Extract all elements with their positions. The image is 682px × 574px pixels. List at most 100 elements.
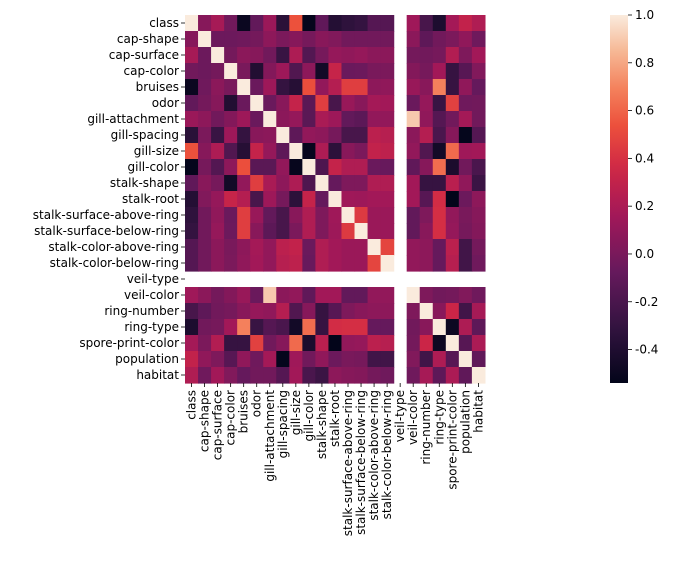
- heatmap-cell: [198, 351, 212, 368]
- heatmap-cell: [276, 367, 290, 384]
- heatmap-cell: [289, 191, 303, 208]
- heatmap-cell: [185, 63, 199, 80]
- heatmap-cell: [328, 239, 343, 256]
- heatmap-cell: [237, 335, 251, 352]
- heatmap-cell: [341, 287, 356, 304]
- x-tick-label: population: [458, 390, 472, 454]
- y-tick-label: spore-print-color: [79, 336, 179, 350]
- heatmap-cell: [354, 207, 369, 224]
- colorbar-tick-label: 0.2: [635, 199, 654, 213]
- heatmap-cell: [237, 303, 251, 320]
- heatmap-cell: [445, 335, 460, 352]
- heatmap-cell: [237, 223, 251, 240]
- heatmap-cell: [302, 255, 316, 272]
- heatmap-cell: [471, 191, 486, 208]
- heatmap-cell: [432, 79, 447, 96]
- heatmap-cell: [315, 175, 330, 192]
- y-tick-label: stalk-surface-above-ring: [33, 208, 179, 222]
- heatmap-cell: [445, 303, 460, 320]
- y-tick-label: veil-color: [124, 288, 179, 302]
- heatmap-cell: [276, 175, 290, 192]
- heatmap-cell: [315, 47, 330, 64]
- heatmap-cell: [211, 351, 225, 368]
- heatmap-cell: [341, 95, 356, 112]
- heatmap-cell: [276, 47, 290, 64]
- heatmap-cell: [211, 111, 225, 128]
- heatmap-cell: [406, 287, 421, 304]
- heatmap-cell: [380, 111, 395, 128]
- heatmap-cell: [250, 303, 264, 320]
- heatmap-cell: [250, 207, 264, 224]
- heatmap-cell: [367, 367, 382, 384]
- y-tick-label: stalk-color-below-ring: [50, 256, 179, 270]
- heatmap-cell: [341, 111, 356, 128]
- heatmap-cell: [185, 351, 199, 368]
- heatmap-cell: [198, 15, 212, 32]
- heatmap-cell: [419, 223, 434, 240]
- heatmap-cell: [380, 335, 395, 352]
- heatmap-cell: [276, 255, 290, 272]
- heatmap-cell: [224, 367, 238, 384]
- heatmap-cell: [328, 63, 343, 80]
- heatmap-cell: [302, 191, 316, 208]
- heatmap-cell: [263, 287, 277, 304]
- heatmap-cell: [367, 95, 382, 112]
- heatmap-cell: [198, 159, 212, 176]
- heatmap-cell: [341, 159, 356, 176]
- heatmap-cell: [458, 287, 473, 304]
- heatmap-cell: [198, 319, 212, 336]
- heatmap-cell: [380, 15, 395, 32]
- heatmap-cell: [237, 367, 251, 384]
- y-tick-label: stalk-color-above-ring: [48, 240, 179, 254]
- heatmap-cell: [250, 191, 264, 208]
- heatmap-cell: [406, 127, 421, 144]
- heatmap-cell: [315, 191, 330, 208]
- x-tick-label: habitat: [471, 390, 485, 433]
- heatmap-cell: [432, 239, 447, 256]
- heatmap-cell: [237, 191, 251, 208]
- heatmap-cell: [354, 303, 369, 320]
- heatmap-cell: [237, 143, 251, 160]
- heatmap-cell: [250, 15, 264, 32]
- heatmap-cell: [458, 143, 473, 160]
- heatmap-cell: [445, 159, 460, 176]
- heatmap-cell: [250, 239, 264, 256]
- heatmap-cell: [328, 15, 343, 32]
- y-tick-label: cap-surface: [109, 48, 179, 62]
- heatmap-cell: [406, 191, 421, 208]
- heatmap-cell: [406, 303, 421, 320]
- heatmap-cell: [328, 31, 343, 48]
- heatmap-cell: [276, 319, 290, 336]
- heatmap-cell: [302, 127, 316, 144]
- heatmap-cell: [432, 335, 447, 352]
- heatmap-cell: [302, 303, 316, 320]
- heatmap-cell: [185, 127, 199, 144]
- heatmap-cell: [367, 127, 382, 144]
- heatmap-cell: [250, 95, 264, 112]
- heatmap-cell: [185, 239, 199, 256]
- y-tick-label: stalk-root: [122, 192, 179, 206]
- heatmap-cell: [263, 255, 277, 272]
- heatmap-cell: [302, 175, 316, 192]
- heatmap-cell: [276, 79, 290, 96]
- heatmap-cell: [276, 127, 290, 144]
- heatmap-cell: [224, 95, 238, 112]
- heatmap-cell: [354, 351, 369, 368]
- heatmap-cell: [185, 319, 199, 336]
- x-tick-label: veil-color: [406, 390, 420, 445]
- heatmap-cell: [328, 127, 343, 144]
- heatmap-cell: [445, 351, 460, 368]
- y-tick-label: cap-color: [124, 64, 180, 78]
- heatmap-cell: [419, 15, 434, 32]
- heatmap-cell: [341, 319, 356, 336]
- colorbar-tick-label: 0.0: [635, 247, 654, 261]
- heatmap-cell: [263, 303, 277, 320]
- heatmap-cell: [406, 175, 421, 192]
- heatmap-cell: [198, 335, 212, 352]
- heatmap-cell: [432, 351, 447, 368]
- heatmap-cell: [380, 303, 395, 320]
- heatmap-cell: [419, 303, 434, 320]
- colorbar-ticks: -0.4 -0.2 0.0 0.2 0.4 0.6 0.8 1.0: [628, 8, 658, 357]
- heatmap-cell: [341, 63, 356, 80]
- heatmap-cell: [354, 111, 369, 128]
